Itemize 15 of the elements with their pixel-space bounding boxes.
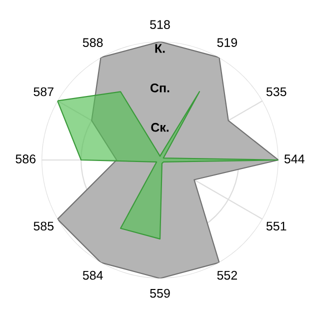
spoke-label: 585 xyxy=(34,222,54,231)
y-tick-label: Сп. xyxy=(150,83,170,92)
spoke-label: 535 xyxy=(266,87,286,96)
spoke-label: 518 xyxy=(150,20,170,29)
spoke-label: 587 xyxy=(34,87,54,96)
spoke-label: 544 xyxy=(284,154,304,164)
spoke-label: 584 xyxy=(82,270,103,280)
spoke-label: 552 xyxy=(217,270,237,280)
y-tick-label: Ск. xyxy=(151,122,169,132)
spoke-label: 551 xyxy=(266,222,286,231)
y-tick-label: К. xyxy=(155,44,165,53)
spoke-label: 586 xyxy=(16,154,36,164)
spoke-label: 559 xyxy=(150,288,170,298)
spoke-label: 519 xyxy=(217,38,238,47)
spoke-label: 588 xyxy=(82,38,103,47)
